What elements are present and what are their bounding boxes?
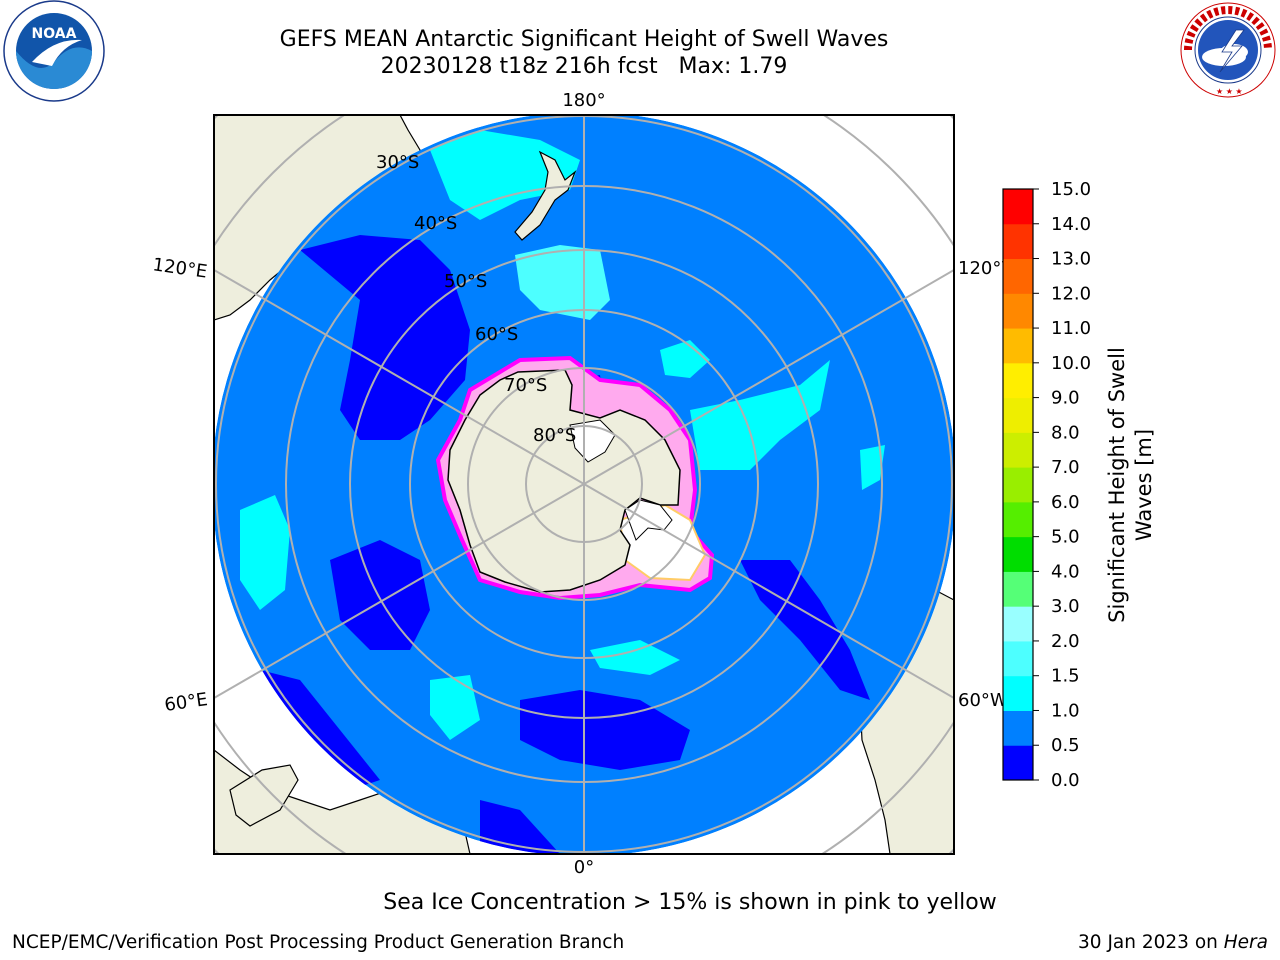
noaa-logo-text: NOAA <box>32 26 77 42</box>
credit-date: 30 Jan 2023 on Hera <box>1078 932 1268 953</box>
swell-high-region <box>690 360 830 470</box>
swell-low-region <box>260 670 380 790</box>
swell-high-region <box>430 130 580 220</box>
sea-ice-caption: Sea Ice Concentration > 15% is shown in … <box>0 890 1280 915</box>
swell-high-region <box>430 675 480 740</box>
swell-high-region <box>590 640 680 675</box>
lat-label-50s: 50°S <box>444 271 487 292</box>
lat-label-80s: 80°S <box>533 425 576 446</box>
credit-machine: Hera <box>1223 932 1268 953</box>
noaa-logo: NOAA <box>3 0 105 102</box>
lon-label-180: 180° <box>562 90 605 111</box>
chart-title: GEFS MEAN Antarctic Significant Height o… <box>279 27 889 52</box>
lon-label-120w: 120°W <box>958 258 1019 279</box>
lat-label-30s: 30°S <box>376 152 419 173</box>
swell-low-region <box>330 540 430 650</box>
lat-label-40s: 40°S <box>414 213 457 234</box>
svg-text:★ ★ ★: ★ ★ ★ <box>1216 87 1243 96</box>
lon-label-60e: 60°E <box>163 689 209 716</box>
lon-label-0: 0° <box>574 857 594 878</box>
lat-label-70s: 70°S <box>504 375 547 396</box>
swell-high-region <box>860 445 885 490</box>
longitude-graticule <box>214 115 954 854</box>
sea-ice-caption-text: Sea Ice Concentration > 15% is shown in … <box>383 890 997 915</box>
new-zealand <box>514 150 577 241</box>
nws-logo: ★ ★ ★ <box>1180 2 1276 98</box>
swell-high-region <box>240 495 290 610</box>
credit-date-text: 30 Jan 2023 on <box>1078 932 1224 953</box>
chart-subtitle: 20230128 t18z 216h fcst Max: 1.79 <box>380 54 788 79</box>
swell-low-region <box>740 560 870 700</box>
antarctica-landmass <box>447 369 681 593</box>
swell-low-region <box>300 235 470 440</box>
lat-label-60s: 60°S <box>475 324 518 345</box>
swell-high-region <box>515 245 610 320</box>
credit-branch: NCEP/EMC/Verification Post Processing Pr… <box>12 932 625 953</box>
map-frame <box>213 114 955 855</box>
madagascar <box>229 764 299 827</box>
lon-label-60w: 60°W <box>958 690 1008 711</box>
lon-label-120e: 120°E <box>151 254 208 282</box>
swell-low-region <box>480 800 560 854</box>
ross-ice-shelf <box>569 419 616 463</box>
swell-high-region <box>660 340 710 378</box>
